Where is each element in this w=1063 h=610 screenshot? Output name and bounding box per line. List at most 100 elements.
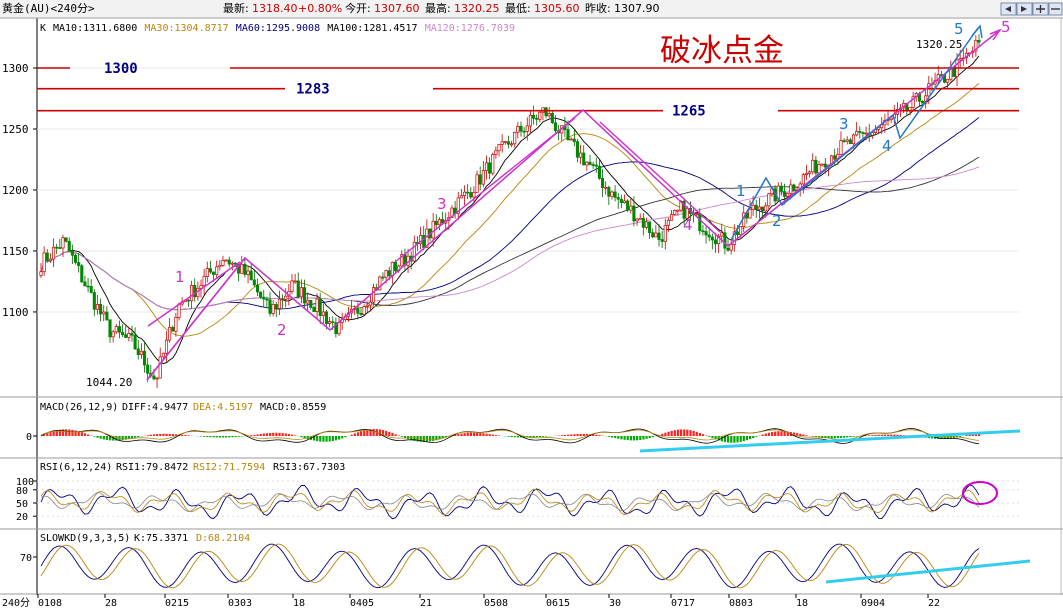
macd-bar [607, 436, 611, 437]
candle-body [670, 214, 674, 221]
candle-body [55, 246, 59, 249]
macd-bar [532, 436, 535, 438]
kd-line [40, 543, 980, 589]
macd-bar [476, 432, 479, 436]
macd-bar [199, 436, 203, 437]
macd-bar [441, 436, 444, 439]
candle-body [522, 130, 526, 133]
x-tick-label: 18 [293, 598, 305, 609]
high-price-label: 1320.25 [916, 38, 962, 51]
candle-body [958, 58, 962, 61]
macd-bar [168, 433, 171, 436]
macd-dea-line [40, 429, 980, 441]
candle-body [202, 276, 206, 286]
macd-bar [429, 436, 432, 442]
candle-body [503, 141, 507, 144]
candle-body [817, 164, 821, 174]
wave-label: 1 [736, 182, 746, 200]
macd-bar [385, 430, 388, 436]
candle-body [594, 164, 598, 167]
macd-bar [162, 433, 165, 436]
macd-bar [651, 436, 654, 438]
candle-body [136, 348, 140, 356]
macd-bar [930, 436, 934, 439]
wave-channel [147, 261, 241, 327]
open-label: 今开: [345, 1, 371, 15]
macd-bar [328, 436, 331, 442]
macd-bar [388, 431, 391, 436]
candle-body [585, 161, 589, 166]
macd-bar [949, 436, 952, 439]
macd-bar [61, 429, 65, 436]
macd-bar [225, 436, 228, 438]
candle-body [525, 125, 529, 132]
macd-bar [93, 436, 96, 437]
candle-body [58, 247, 62, 249]
candle-body [274, 304, 278, 309]
candle-body [673, 210, 677, 215]
candle-body [510, 143, 514, 146]
candle-body [864, 132, 868, 135]
macd-bar [457, 434, 460, 436]
candle-body [760, 206, 765, 212]
k-label: K [40, 23, 46, 34]
macd-bar [485, 433, 488, 436]
candle-body [911, 96, 915, 108]
candle-body [89, 286, 93, 293]
macd-bar [171, 434, 174, 436]
candle-body [723, 232, 727, 249]
candle-body [754, 204, 758, 210]
candle-body [77, 262, 81, 267]
candle-body [265, 298, 269, 301]
candle-body [371, 287, 376, 303]
candle-body [42, 252, 46, 273]
macd-bar [792, 432, 796, 436]
macd-bar [887, 434, 890, 436]
candle-body [676, 209, 680, 212]
candle-body [114, 326, 118, 333]
macd-bar [896, 434, 899, 436]
candle-body [823, 163, 827, 168]
candle-body [776, 185, 780, 202]
macd-bar [523, 436, 526, 438]
macd-bar [187, 435, 190, 436]
macd-bar [852, 436, 855, 437]
candle-body [161, 352, 165, 358]
candle-body [121, 331, 125, 336]
wave-label: 3 [839, 115, 849, 133]
macd-bar [234, 436, 237, 438]
candle-body [717, 235, 721, 245]
macd-bar [692, 430, 695, 436]
candle-body [751, 204, 755, 210]
macd-bar [723, 436, 727, 443]
x-tick-label: 0615 [546, 598, 570, 609]
candle-body [368, 301, 372, 306]
macd-bar [843, 436, 846, 438]
candle-body [390, 261, 394, 277]
prev-close-value: 1307.90 [614, 2, 660, 15]
candle-body [801, 174, 805, 185]
y-tick-label: 1250 [2, 123, 29, 136]
macd-bar [595, 434, 598, 436]
low-price-label: 1044.20 [86, 376, 132, 389]
macd-bar [764, 433, 767, 436]
candle-body [48, 258, 52, 262]
macd-bar [959, 436, 962, 437]
candle-body [582, 152, 586, 166]
macd-bar [96, 436, 99, 438]
x-tick-label: 0215 [165, 598, 189, 609]
macd-bar [679, 429, 683, 436]
candle-body [328, 321, 332, 324]
candle-body [604, 186, 608, 189]
ma-legend: MA10:1311.6800 MA30:1304.8717 MA60:1295.90… [53, 23, 515, 34]
candle-body [237, 263, 241, 274]
macd-bar [369, 429, 372, 436]
candle-body [516, 125, 520, 133]
macd-bar [218, 436, 222, 438]
candle-body [535, 117, 539, 120]
candle-body [205, 268, 209, 277]
macd-bar [124, 436, 127, 440]
candle-body [701, 230, 705, 233]
candle-body [472, 192, 476, 198]
